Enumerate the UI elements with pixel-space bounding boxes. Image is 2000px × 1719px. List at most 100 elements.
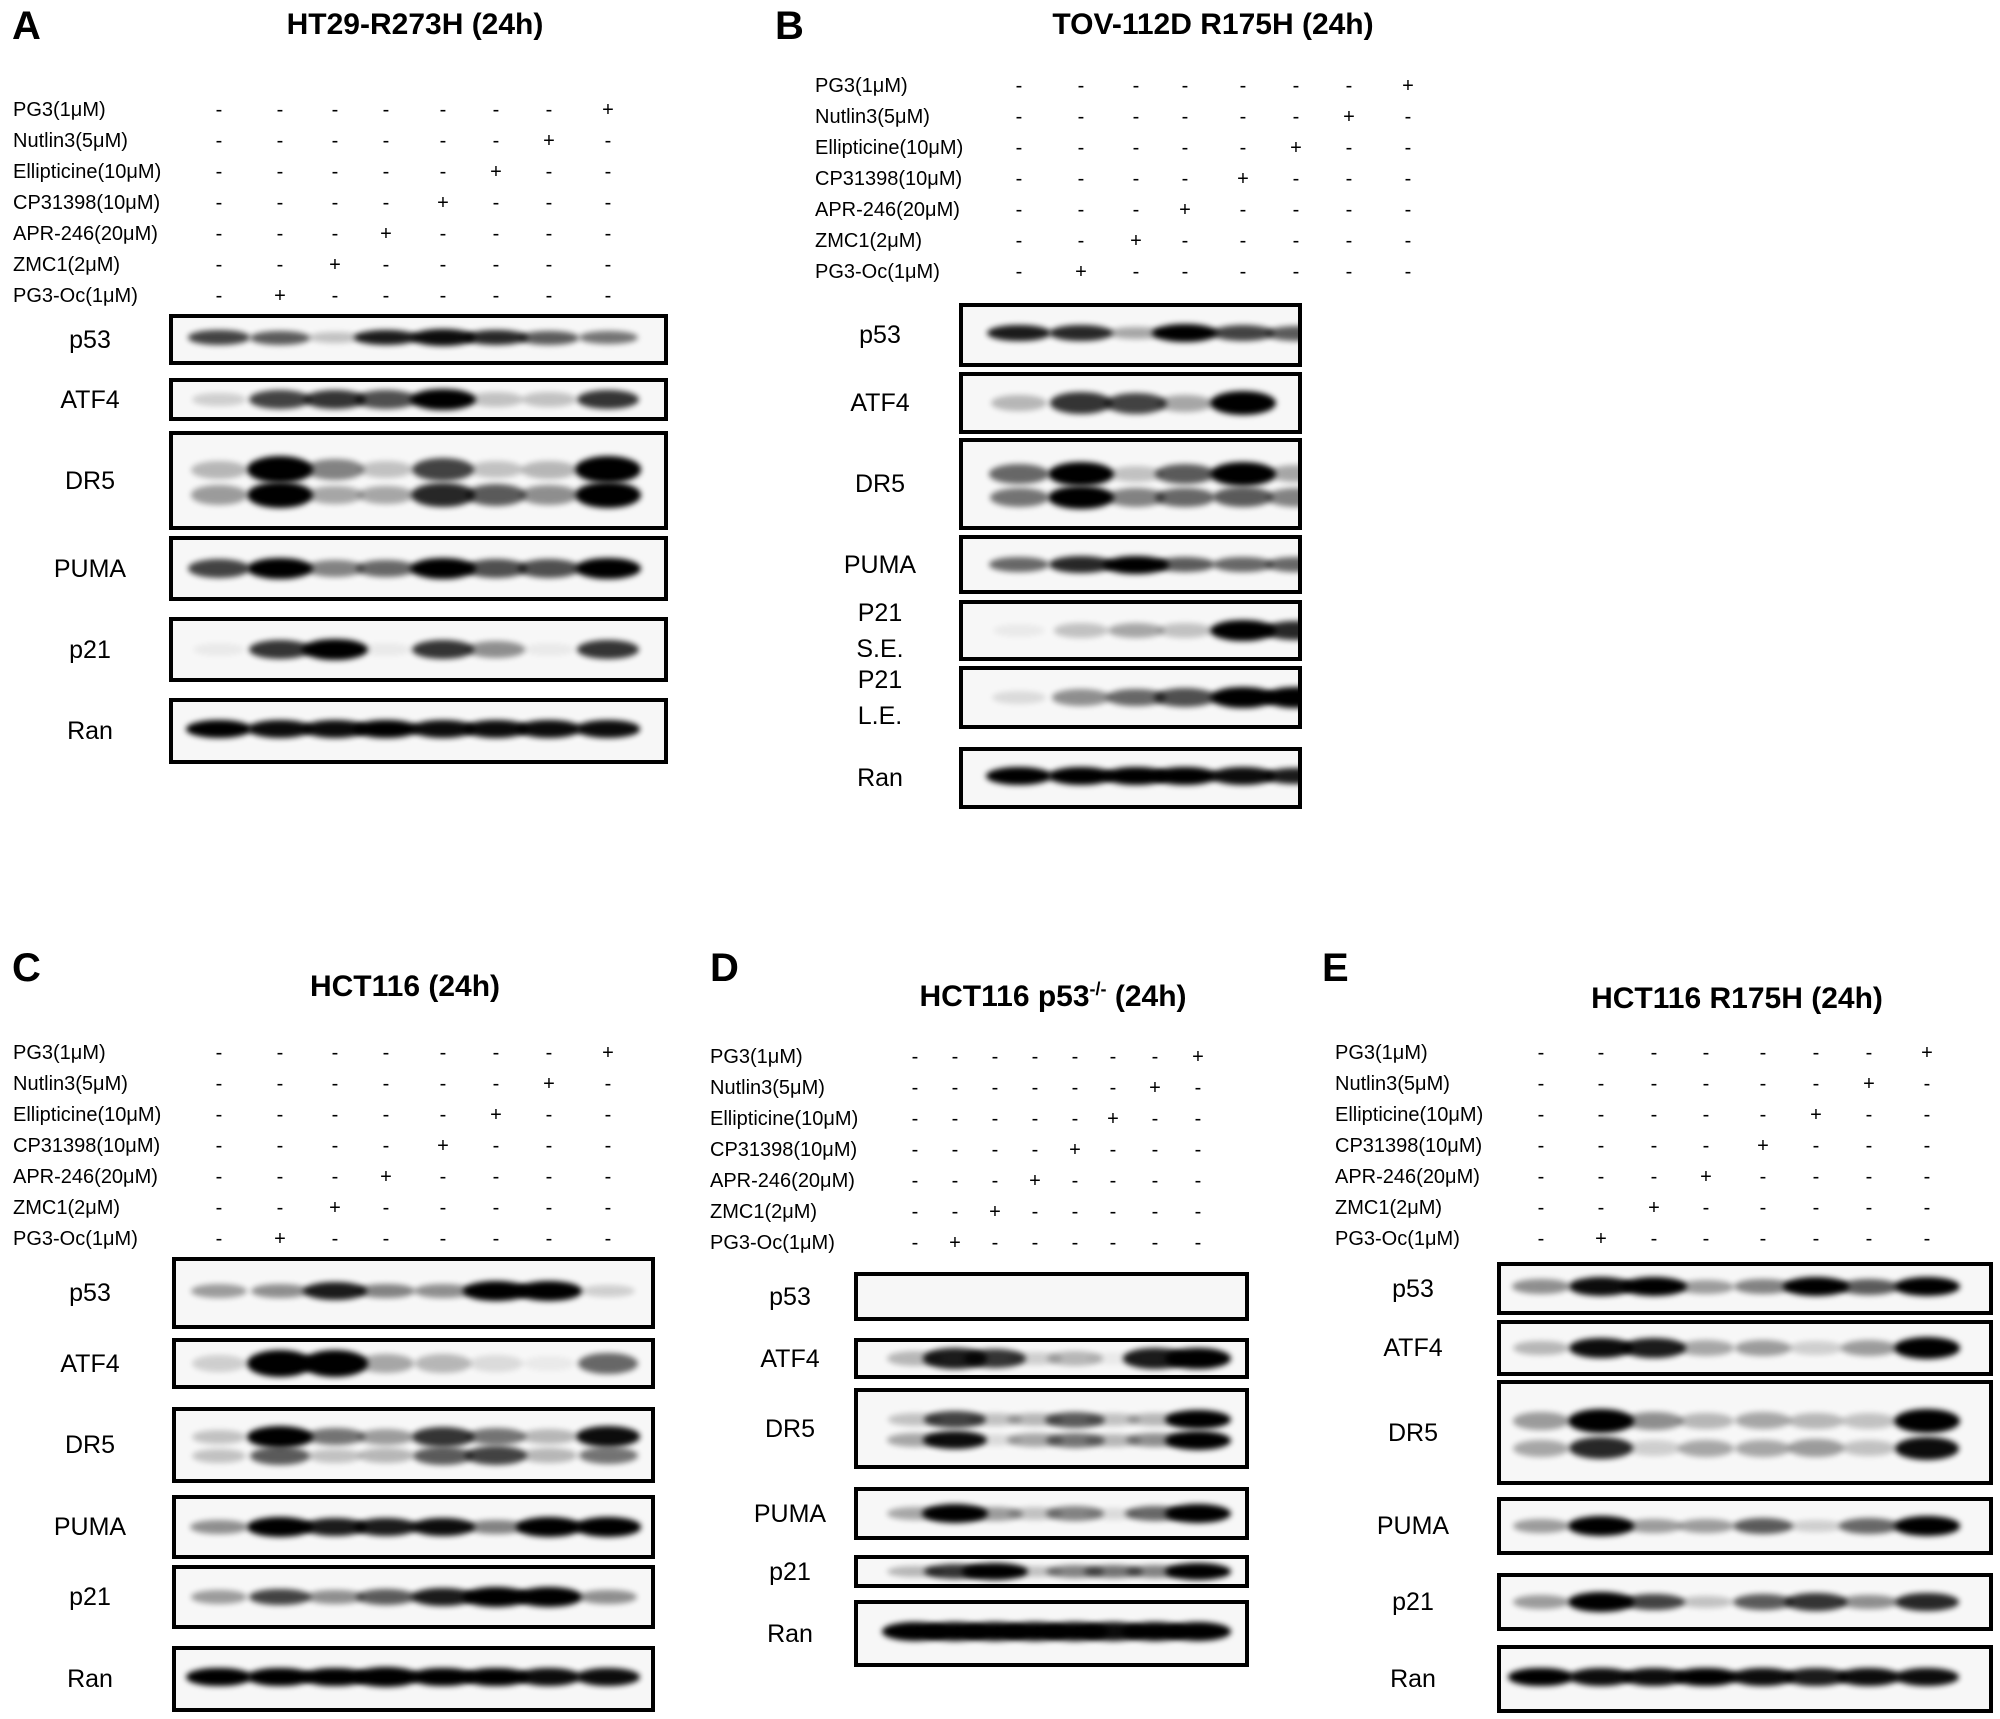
protein-band xyxy=(463,1281,529,1301)
protein-band xyxy=(1568,1277,1634,1296)
minus-sign: - xyxy=(911,1077,919,1099)
minus-sign: - xyxy=(1650,1042,1658,1064)
minus-sign: - xyxy=(1132,137,1140,159)
minus-sign: - xyxy=(1702,1197,1710,1219)
protein-band xyxy=(1154,688,1216,707)
minus-sign: - xyxy=(1132,75,1140,97)
protein-band xyxy=(1007,1351,1063,1366)
blot-p21 xyxy=(959,666,1302,729)
protein-band xyxy=(1165,1622,1231,1641)
blot-dr5 xyxy=(959,438,1302,530)
minus-sign: - xyxy=(1015,137,1023,159)
protein-band xyxy=(522,642,576,657)
minus-sign: - xyxy=(1345,137,1353,159)
protein-band xyxy=(1895,1593,1959,1611)
protein-band xyxy=(248,639,312,660)
minus-sign: - xyxy=(331,1104,339,1126)
minus-sign: - xyxy=(1923,1197,1931,1219)
protein-band xyxy=(521,460,577,479)
protein-band xyxy=(1512,1279,1570,1294)
protein-band xyxy=(1730,1667,1796,1687)
minus-sign: - xyxy=(1404,137,1412,159)
protein-band xyxy=(306,485,364,505)
protein-band xyxy=(1103,767,1169,785)
treatment-label: CP31398(10μM) xyxy=(13,192,161,214)
minus-sign: - xyxy=(1109,1201,1117,1223)
protein-band xyxy=(1732,1594,1794,1610)
minus-sign: - xyxy=(1077,168,1085,190)
plus-sign: + xyxy=(1130,230,1142,252)
protein-band xyxy=(1156,394,1214,412)
minus-sign: - xyxy=(276,1135,284,1157)
protein-band xyxy=(464,329,528,346)
blot-label: ATF4 xyxy=(60,385,120,414)
blot-dr5 xyxy=(172,1407,655,1483)
minus-sign: - xyxy=(331,161,339,183)
treatment-label: ZMC1(2μM) xyxy=(815,230,923,252)
protein-band xyxy=(1266,488,1298,507)
protein-band xyxy=(188,559,250,578)
protein-band xyxy=(887,1565,943,1578)
protein-band xyxy=(521,1448,577,1464)
minus-sign: - xyxy=(1071,1108,1079,1130)
minus-sign: - xyxy=(382,161,390,183)
protein-band xyxy=(966,1506,1024,1521)
treatment-label: PG3-Oc(1μM) xyxy=(815,261,940,283)
minus-sign: - xyxy=(1181,106,1189,128)
protein-band xyxy=(1263,686,1298,709)
protein-band xyxy=(1836,1667,1902,1687)
minus-sign: - xyxy=(1812,1166,1820,1188)
protein-band xyxy=(353,720,419,738)
blot-atf4 xyxy=(854,1338,1249,1379)
minus-sign: - xyxy=(1404,230,1412,252)
panel-letter: A xyxy=(12,4,41,48)
minus-sign: - xyxy=(331,192,339,214)
title-superscript: -/- xyxy=(1089,979,1107,999)
plus-sign: + xyxy=(1921,1042,1933,1064)
blot-label: ATF4 xyxy=(760,1344,820,1373)
minus-sign: - xyxy=(911,1170,919,1192)
treatment-label: Ellipticine(10μM) xyxy=(1335,1104,1484,1126)
protein-band xyxy=(247,481,313,509)
plus-sign: + xyxy=(437,192,449,214)
minus-sign: - xyxy=(1181,230,1189,252)
protein-band xyxy=(1165,1563,1231,1580)
minus-sign: - xyxy=(276,192,284,214)
minus-sign: - xyxy=(911,1046,919,1068)
blot-puma xyxy=(1497,1497,1993,1555)
protein-band xyxy=(1622,1337,1686,1359)
minus-sign: - xyxy=(276,99,284,121)
protein-band xyxy=(989,557,1049,572)
minus-sign: - xyxy=(1702,1135,1710,1157)
minus-sign: - xyxy=(1759,1197,1767,1219)
minus-sign: - xyxy=(1015,168,1023,190)
protein-band xyxy=(1894,1667,1960,1687)
treatment-label: PG3(1μM) xyxy=(13,99,106,121)
protein-band xyxy=(521,392,577,407)
blot-label: PUMA xyxy=(753,1499,827,1528)
protein-band xyxy=(1626,1440,1682,1456)
protein-band xyxy=(1212,325,1274,341)
blot-ran xyxy=(854,1600,1249,1667)
plus-sign: + xyxy=(1069,1139,1081,1161)
plus-sign: + xyxy=(543,1073,555,1095)
minus-sign: - xyxy=(1109,1077,1117,1099)
protein-band xyxy=(1106,488,1166,507)
protein-band xyxy=(924,1411,986,1429)
protein-band xyxy=(1265,325,1298,341)
protein-band xyxy=(579,1589,637,1605)
protein-band xyxy=(1210,619,1276,642)
treatment-label: ZMC1(2μM) xyxy=(710,1201,818,1223)
protein-band xyxy=(1623,1593,1685,1611)
blot-label: p21 xyxy=(69,1582,111,1611)
minus-sign: - xyxy=(215,130,223,152)
protein-band xyxy=(1048,767,1114,785)
minus-sign: - xyxy=(1109,1046,1117,1068)
minus-sign: - xyxy=(215,1197,223,1219)
protein-band xyxy=(1053,623,1109,638)
protein-band xyxy=(1103,555,1169,574)
protein-band xyxy=(575,481,641,509)
minus-sign: - xyxy=(991,1108,999,1130)
minus-sign: - xyxy=(1239,230,1247,252)
